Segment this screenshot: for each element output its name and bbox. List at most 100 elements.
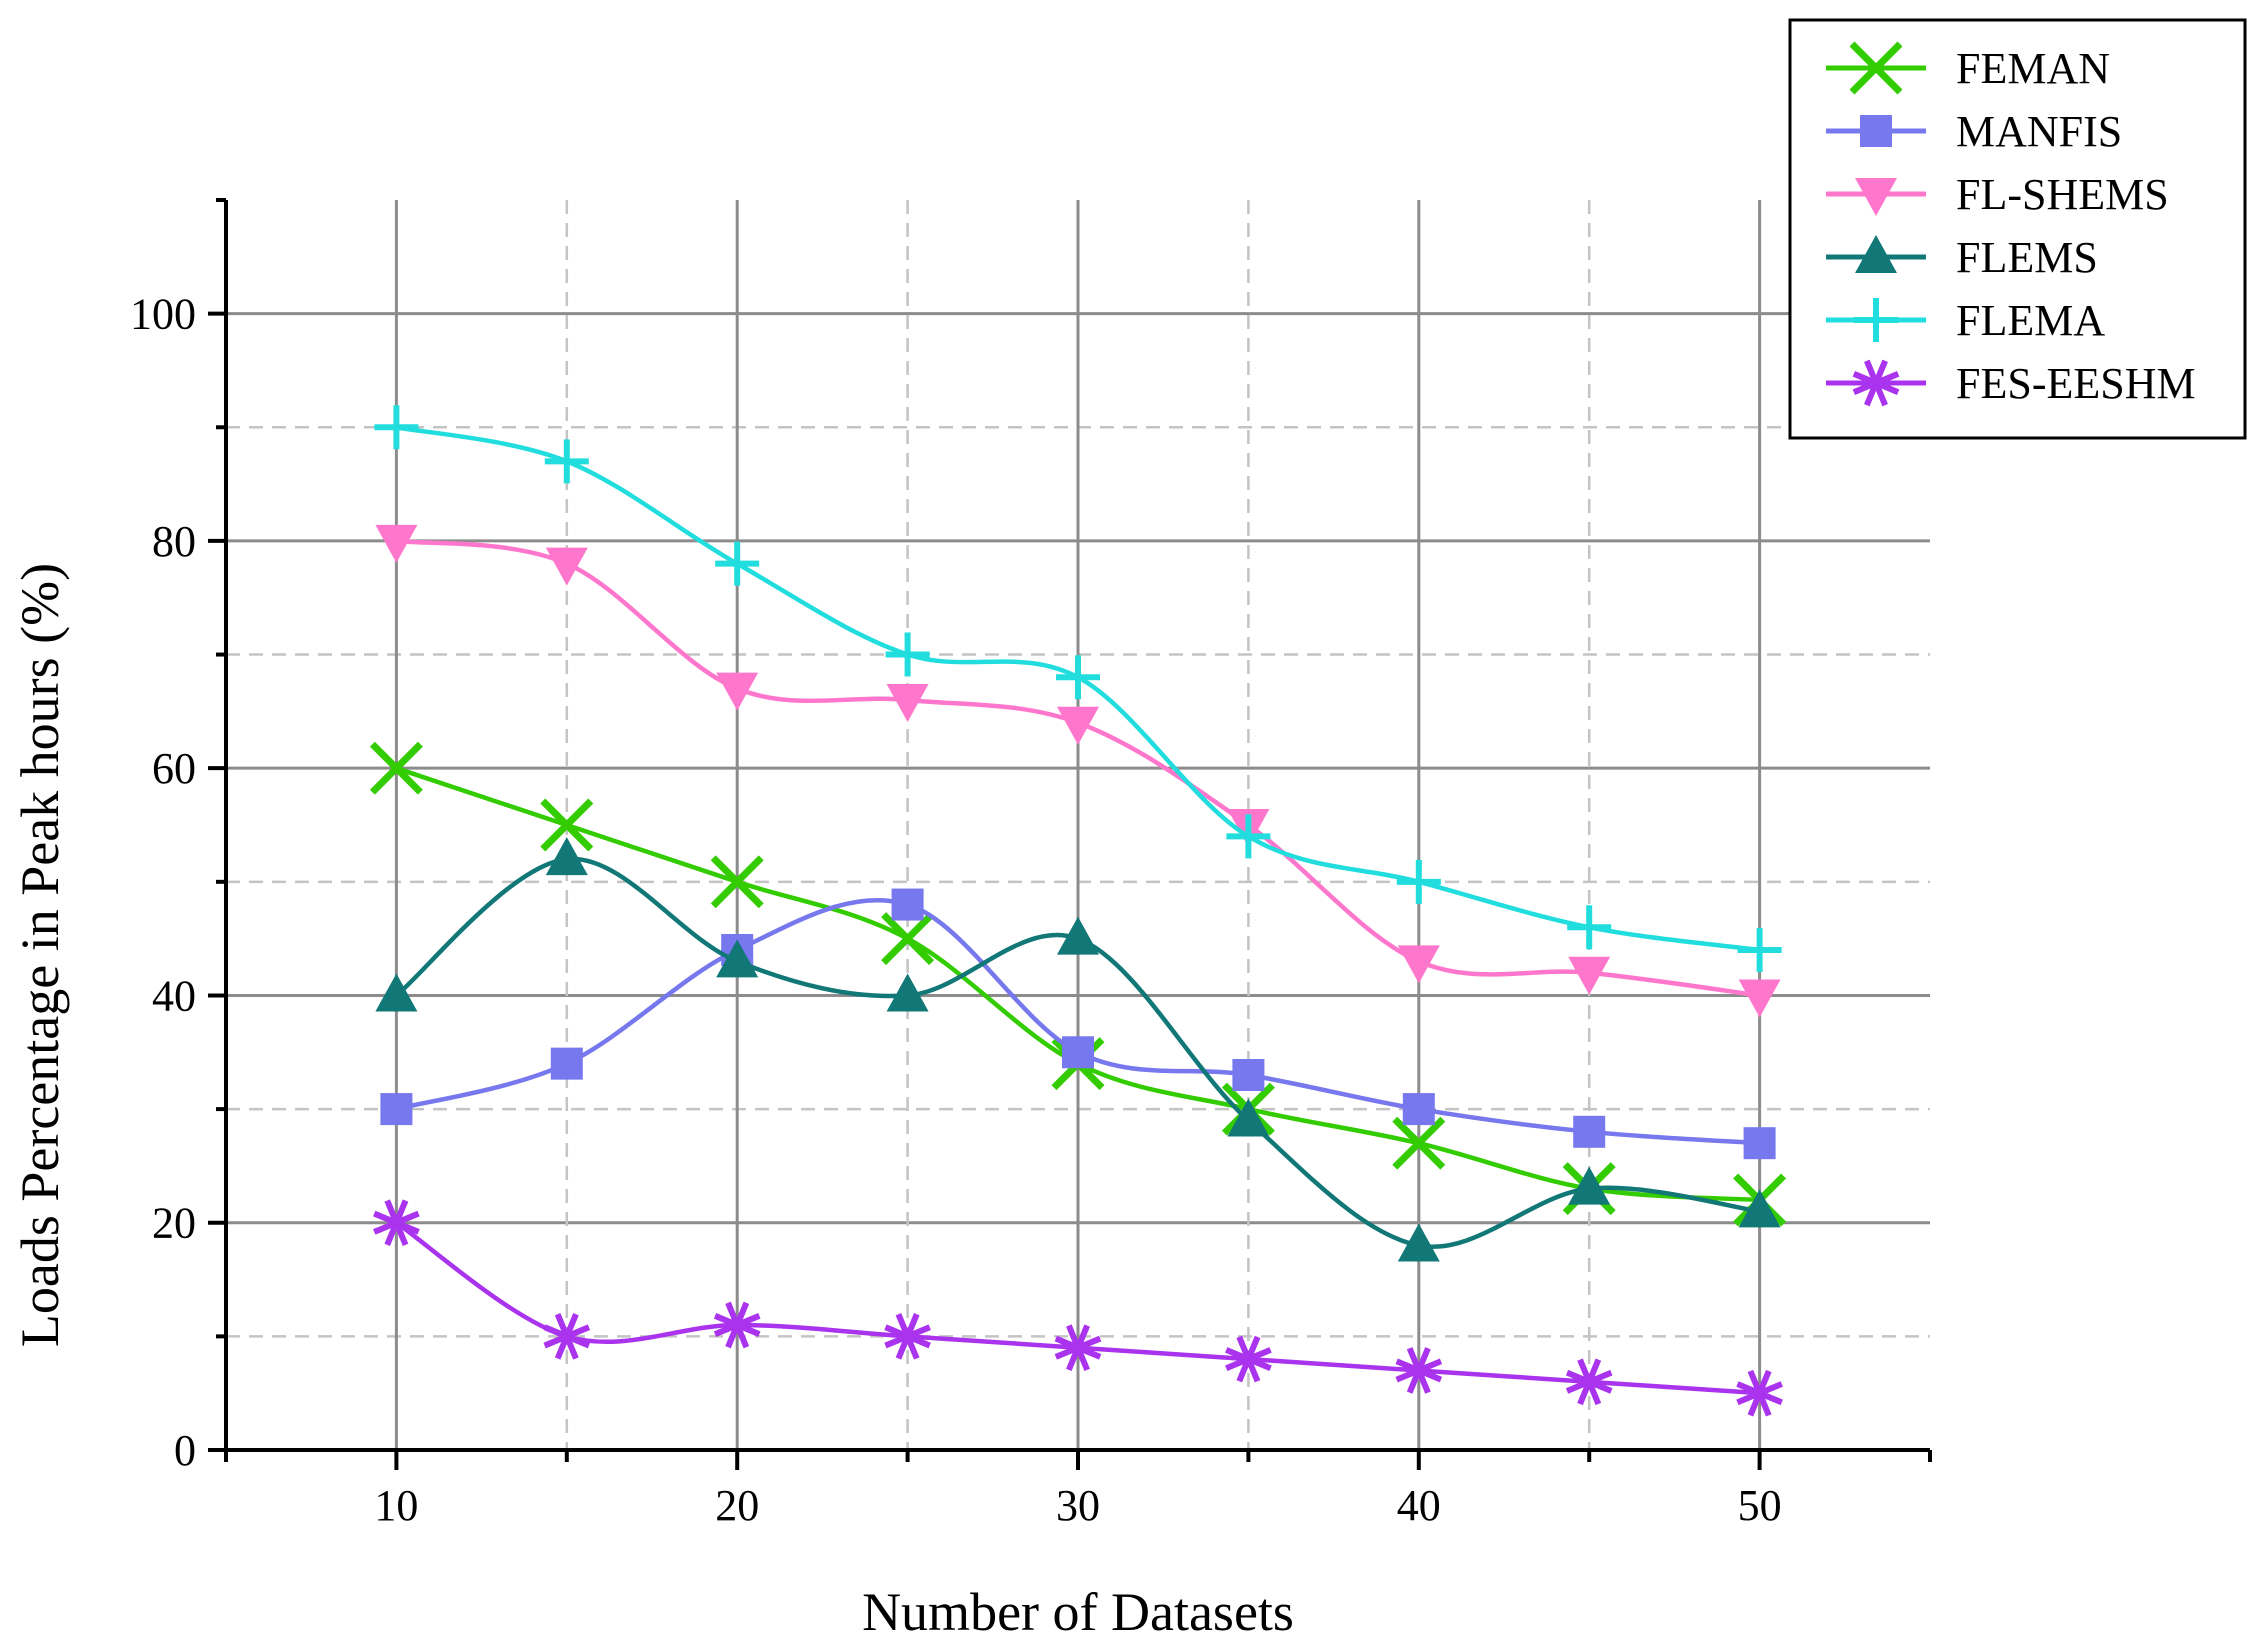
legend-marker bbox=[1855, 178, 1897, 216]
x-tick-label: 20 bbox=[715, 1481, 759, 1530]
marker-shape bbox=[716, 939, 759, 978]
data-point bbox=[380, 1093, 413, 1126]
marker-shape bbox=[550, 1047, 583, 1080]
marker-shape bbox=[1568, 1166, 1611, 1205]
data-point bbox=[1397, 945, 1440, 984]
data-point bbox=[550, 1047, 583, 1080]
legend-marker bbox=[1855, 235, 1897, 273]
marker-stroke bbox=[1054, 1335, 1102, 1360]
grid-lines bbox=[226, 200, 1930, 1450]
data-point bbox=[545, 837, 588, 876]
marker-shape bbox=[1057, 916, 1099, 955]
data-point bbox=[1227, 1098, 1270, 1137]
data-point bbox=[1568, 1166, 1611, 1205]
x-tick-label: 30 bbox=[1056, 1481, 1100, 1530]
data-point bbox=[885, 632, 930, 677]
marker-stroke bbox=[881, 912, 935, 966]
data-point bbox=[373, 1199, 420, 1247]
data-point bbox=[1057, 916, 1099, 955]
marker-stroke bbox=[1392, 1116, 1446, 1170]
data-point bbox=[1056, 655, 1100, 700]
data-point bbox=[1743, 1127, 1776, 1160]
series-flema bbox=[374, 405, 1782, 972]
legend-marker bbox=[1854, 298, 1898, 342]
marker-shape bbox=[375, 973, 418, 1012]
marker-stroke bbox=[710, 855, 764, 909]
legend-label: FES-EESHM bbox=[1956, 359, 2196, 408]
x-tick-label: 10 bbox=[374, 1481, 418, 1530]
marker-shape bbox=[1855, 235, 1897, 273]
data-point bbox=[375, 973, 418, 1012]
y-tick-label: 100 bbox=[130, 290, 196, 339]
marker-shape bbox=[716, 672, 759, 711]
x-tick-label: 40 bbox=[1397, 1481, 1441, 1530]
legend-entry: FLEMA bbox=[1826, 296, 2105, 345]
marker-stroke bbox=[1849, 41, 1903, 95]
data-point bbox=[1396, 859, 1441, 904]
marker-stroke bbox=[1852, 371, 1900, 395]
marker-shape bbox=[1743, 1127, 1776, 1160]
y-tick-label: 60 bbox=[152, 744, 196, 793]
series-layer bbox=[369, 405, 1787, 1417]
marker-shape bbox=[375, 524, 418, 563]
marker-shape bbox=[891, 888, 924, 921]
data-point bbox=[716, 939, 759, 978]
data-point bbox=[1054, 1324, 1102, 1372]
axes: 0 20 40 60 80 100 10 20 30 40 50 bbox=[130, 198, 1932, 1530]
legend-label: FL-SHEMS bbox=[1956, 170, 2169, 219]
legend-entry: FLEMS bbox=[1826, 233, 2098, 282]
legend-entry: FL-SHEMS bbox=[1826, 170, 2169, 219]
marker-shape bbox=[886, 684, 929, 722]
marker-shape bbox=[1232, 1059, 1265, 1091]
data-point bbox=[1397, 1223, 1440, 1262]
legend-label: FLEMA bbox=[1956, 296, 2105, 345]
data-point bbox=[1567, 905, 1612, 950]
marker-shape bbox=[1402, 1093, 1435, 1126]
y-axis-title: Loads Percentage in Peak hours (%) bbox=[10, 563, 70, 1347]
marker-stroke bbox=[1736, 1381, 1783, 1406]
marker-shape bbox=[380, 1093, 413, 1126]
y-tick-label: 40 bbox=[152, 971, 196, 1020]
legend-label: FLEMS bbox=[1956, 233, 2098, 282]
legend-marker bbox=[1860, 115, 1892, 147]
data-point bbox=[715, 541, 760, 586]
data-point bbox=[891, 888, 924, 921]
marker-shape bbox=[1397, 945, 1440, 984]
legend-marker bbox=[1852, 359, 1900, 407]
marker-stroke bbox=[1225, 1347, 1272, 1372]
marker-shape bbox=[1738, 979, 1781, 1018]
data-point bbox=[1062, 1036, 1094, 1069]
data-point bbox=[1057, 706, 1099, 745]
data-point bbox=[884, 1313, 931, 1360]
data-point bbox=[374, 405, 419, 450]
y-tick-label: 80 bbox=[152, 517, 196, 566]
data-point bbox=[886, 684, 929, 722]
data-point bbox=[1565, 1358, 1613, 1406]
legend-label: FEMAN bbox=[1956, 44, 2110, 93]
x-axis-title: Number of Datasets bbox=[862, 1582, 1294, 1642]
legend-entry: FES-EESHM bbox=[1826, 359, 2196, 408]
marker-shape bbox=[1860, 115, 1892, 147]
data-point bbox=[543, 1313, 591, 1360]
data-point bbox=[1573, 1115, 1606, 1148]
legend: FEMAN MANFIS FL-SHEMS FLEMS FLEMA FES-EESHM bbox=[1788, 18, 2247, 440]
data-point bbox=[716, 672, 759, 711]
data-point bbox=[545, 547, 588, 586]
data-point bbox=[1568, 956, 1611, 995]
data-point bbox=[1738, 979, 1781, 1018]
marker-shape bbox=[1568, 956, 1611, 995]
data-point bbox=[1395, 1347, 1443, 1394]
series-fes-eeshm bbox=[373, 1199, 1783, 1417]
series-flems bbox=[375, 837, 1781, 1262]
marker-shape bbox=[1738, 1189, 1781, 1228]
marker-shape bbox=[1227, 1098, 1270, 1137]
y-tick-label: 0 bbox=[174, 1426, 196, 1475]
data-point bbox=[1737, 928, 1782, 972]
marker-stroke bbox=[369, 741, 423, 795]
legend-entry: MANFIS bbox=[1826, 107, 2122, 156]
marker-shape bbox=[545, 547, 588, 586]
marker-shape bbox=[545, 837, 588, 876]
data-point bbox=[540, 798, 594, 852]
legend-entry: FEMAN bbox=[1826, 41, 2110, 95]
